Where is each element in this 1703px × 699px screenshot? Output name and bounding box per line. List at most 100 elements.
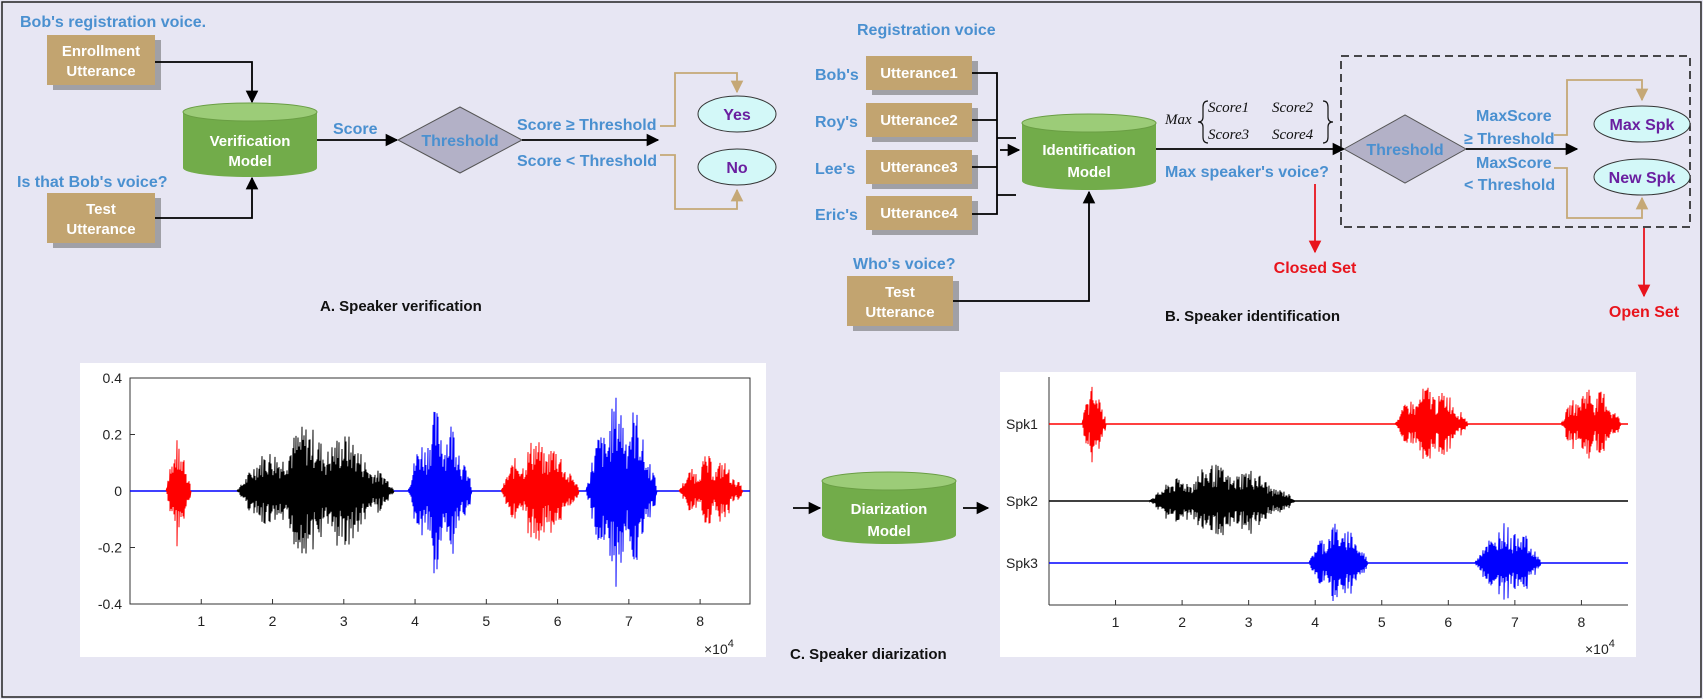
chart1-y-tick-label: 0.4	[103, 370, 123, 386]
maxscore-lt-l2: < Threshold	[1464, 177, 1555, 194]
speaker-tracks-chart: 1 2 3 4 5 6 7 8 Spk1 Spk2 Spk3 ×104	[1000, 372, 1636, 657]
score-label: Score	[333, 121, 378, 138]
chart2-exponent-label: ×104	[1585, 638, 1615, 657]
chart1-y-tick-label: -0.2	[98, 540, 122, 556]
chart1-y-tick-label: 0.2	[103, 427, 123, 443]
speaker-name-2: Roy's	[815, 114, 858, 131]
yes-oval: Yes	[697, 95, 777, 133]
speaker-name-3: Lee's	[815, 161, 855, 178]
caption-c: C. Speaker diarization	[790, 646, 947, 663]
svg-text:Test: Test	[86, 201, 116, 218]
score-2: Score2	[1272, 100, 1314, 116]
new-spk-oval: New Spk	[1593, 158, 1691, 196]
bob-registration-label: Bob's registration voice.	[20, 14, 206, 31]
chart2-x-axis: 1 2 3 4 5 6 7 8	[1112, 600, 1586, 630]
maxscore-lt-l1: MaxScore	[1476, 155, 1552, 172]
test-utterance-box-b: Test Utterance	[847, 276, 959, 331]
chart1-x-tick-label: 1	[197, 613, 205, 629]
track-segment-spk1	[1394, 387, 1469, 459]
speaker-name-1: Bob's	[815, 67, 859, 84]
svg-text:Diarization: Diarization	[851, 501, 928, 518]
max-speaker-label: Max speaker's voice?	[1165, 164, 1329, 181]
chart1-x-tick-label: 4	[411, 613, 419, 629]
svg-text:Threshold: Threshold	[421, 133, 498, 150]
chart1-x-tick-label: 7	[625, 613, 633, 629]
score-1: Score1	[1208, 100, 1249, 116]
chart1-segment-blue	[407, 411, 473, 574]
max-score-formula: Max Score1 Score2 Score3 Score4	[1164, 100, 1334, 144]
svg-text:Utterance: Utterance	[66, 63, 135, 80]
diarization-model-cylinder: Diarization Model	[821, 471, 957, 544]
chart1-segment-red	[678, 455, 744, 524]
speaker-name-4: Eric's	[815, 207, 858, 224]
score-3: Score3	[1208, 127, 1249, 143]
closed-set-label: Closed Set	[1274, 260, 1357, 277]
track-segment-spk1	[1560, 389, 1622, 459]
whos-voice-label: Who's voice?	[853, 256, 955, 273]
chart2-tracks: Spk1 Spk2 Spk3	[1006, 386, 1628, 602]
caption-b: B. Speaker identification	[1165, 308, 1340, 325]
caption-a: A. Speaker verification	[320, 298, 482, 315]
chart2-x-tick-label: 2	[1178, 614, 1186, 630]
chart1-x-tick-label: 3	[340, 613, 348, 629]
chart2-x-tick-label: 1	[1112, 614, 1120, 630]
speaker-row-2: Roy's Utterance2	[815, 103, 978, 142]
is-that-bob-label: Is that Bob's voice?	[17, 174, 168, 191]
chart2-x-tick-label: 3	[1245, 614, 1253, 630]
mixed-waveform-chart: 0.4 0.2 0 -0.2 -0.4 1 2 3 4 5 6 7 8 ×104	[80, 363, 766, 657]
chart1-x-tick-label: 5	[482, 613, 490, 629]
section-c-diarization: 0.4 0.2 0 -0.2 -0.4 1 2 3 4 5 6 7 8 ×104 Diarizatio…	[80, 363, 1636, 663]
utterance-label-4: Utterance4	[880, 205, 958, 222]
chart1-exponent-label: ×104	[704, 638, 734, 657]
speaker-row-1: Bob's Utterance1	[815, 56, 978, 95]
svg-text:Test: Test	[885, 284, 915, 301]
chart2-x-tick-label: 4	[1311, 614, 1319, 630]
chart1-x-tick-label: 2	[269, 613, 277, 629]
svg-text:Model: Model	[228, 153, 271, 170]
max-label: Max	[1164, 112, 1192, 128]
utterance-label-2: Utterance2	[880, 112, 958, 129]
svg-text:Max Spk: Max Spk	[1610, 117, 1675, 134]
svg-text:Model: Model	[1067, 164, 1110, 181]
svg-text:Utterance: Utterance	[865, 304, 934, 321]
open-set-label: Open Set	[1609, 304, 1680, 321]
verification-model-cylinder: Verification Model	[182, 102, 318, 177]
svg-text:Identification: Identification	[1042, 142, 1135, 159]
identification-model-cylinder: Identification Model	[1021, 113, 1157, 190]
chart1-y-tick-label: -0.4	[98, 596, 122, 612]
utterance-label-3: Utterance3	[880, 159, 958, 176]
chart1-segment-black	[236, 426, 395, 554]
score-4: Score4	[1272, 127, 1314, 143]
score-lt-threshold-label: Score < Threshold	[517, 153, 657, 170]
test-utterance-box-a: Test Utterance	[47, 193, 161, 248]
chart1-waveform	[165, 397, 744, 587]
track-segment-spk3	[1308, 523, 1369, 602]
track-label-spk3: Spk3	[1006, 555, 1038, 571]
svg-text:Threshold: Threshold	[1366, 142, 1443, 159]
chart1-segment-red	[500, 442, 580, 541]
svg-text:Yes: Yes	[723, 107, 751, 124]
chart1-x-axis: 1 2 3 4 5 6 7 8	[197, 599, 704, 629]
section-b-identification: Registration voice Bob's Utterance1 Roy'…	[815, 22, 1691, 331]
chart2-x-tick-label: 8	[1578, 614, 1586, 630]
track-label-spk2: Spk2	[1006, 493, 1038, 509]
track-segment-spk1	[1081, 386, 1107, 463]
svg-text:Enrollment: Enrollment	[62, 43, 140, 60]
svg-text:Verification: Verification	[210, 133, 291, 150]
chart2-x-tick-label: 5	[1378, 614, 1386, 630]
maxscore-ge-l2: ≥ Threshold	[1464, 131, 1555, 148]
chart1-x-tick-label: 8	[696, 613, 704, 629]
track-label-spk1: Spk1	[1006, 416, 1038, 432]
maxscore-ge-l1: MaxScore	[1476, 108, 1552, 125]
track-segment-spk3	[1474, 523, 1542, 600]
speaker-row-4: Eric's Utterance4	[815, 196, 978, 235]
open-set-dashed-box	[1340, 55, 1691, 228]
threshold-diamond-b: Threshold	[1342, 114, 1468, 184]
chart1-x-tick-label: 6	[554, 613, 562, 629]
chart2-x-tick-label: 7	[1511, 614, 1519, 630]
svg-text:Utterance: Utterance	[66, 221, 135, 238]
svg-text:New Spk: New Spk	[1609, 170, 1676, 187]
chart1-y-tick-label: 0	[114, 483, 122, 499]
